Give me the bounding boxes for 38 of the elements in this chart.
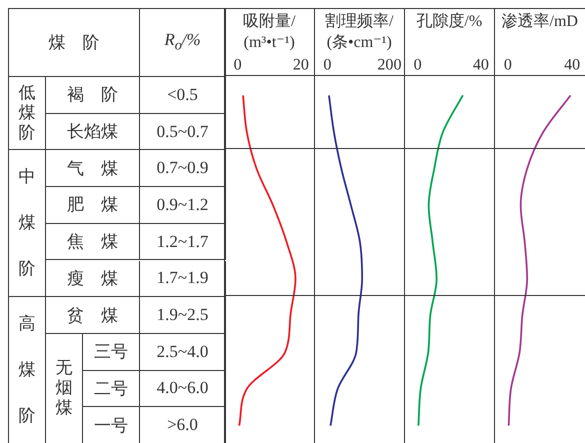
text: 肥 煤: [67, 194, 118, 216]
x-axis-title: 吸附量/(m³•t⁻¹): [242, 12, 296, 53]
text: 贫 煤: [67, 304, 118, 327]
x-tick-label: 0: [233, 56, 242, 74]
category-label: 1.7~1.9: [156, 268, 208, 288]
text: 低煤阶: [18, 83, 36, 144]
text: 焦 煤: [67, 231, 118, 254]
text: 瘦 煤: [67, 268, 118, 290]
text: 煤 阶: [48, 32, 100, 54]
text: 二号: [94, 378, 128, 400]
x-tick-label: 0: [413, 56, 422, 74]
category-label: 1.2~1.7: [156, 232, 208, 251]
text: 气 煤: [67, 158, 118, 180]
text: 高煤阶: [18, 314, 36, 426]
x-tick-label: 0: [503, 56, 512, 74]
category-label: 0.9~1.2: [156, 194, 208, 214]
text: 一号: [94, 414, 128, 437]
category-label: 4.0~6.0: [156, 378, 208, 398]
x-tick-label: 40: [564, 56, 580, 74]
text: 三号: [94, 341, 128, 364]
x-axis-title: 渗透率/mD: [500, 12, 579, 32]
x-tick-label: 0: [322, 56, 331, 74]
text: 中煤阶: [18, 167, 36, 278]
category-label: >6.0: [167, 415, 198, 434]
text: 褐 阶: [67, 84, 118, 106]
category-label: <0.5: [167, 84, 198, 104]
text: R$_{o}$/%: [164, 30, 201, 55]
text: 无烟煤: [55, 358, 73, 418]
x-axis-title: 割理频率/(条•cm⁻¹): [324, 12, 394, 53]
category-label: 0.5~0.7: [156, 122, 208, 141]
text: 长焰煤: [67, 121, 118, 144]
category-label: 2.5~4.0: [156, 342, 208, 361]
x-tick-label: 20: [292, 56, 308, 74]
x-tick-label: 200: [376, 56, 401, 74]
x-axis-title: 孔隙度/%: [415, 12, 484, 32]
category-label: 1.9~2.5: [156, 305, 208, 324]
x-tick-label: 40: [472, 56, 488, 74]
category-label: 0.7~0.9: [156, 158, 208, 178]
